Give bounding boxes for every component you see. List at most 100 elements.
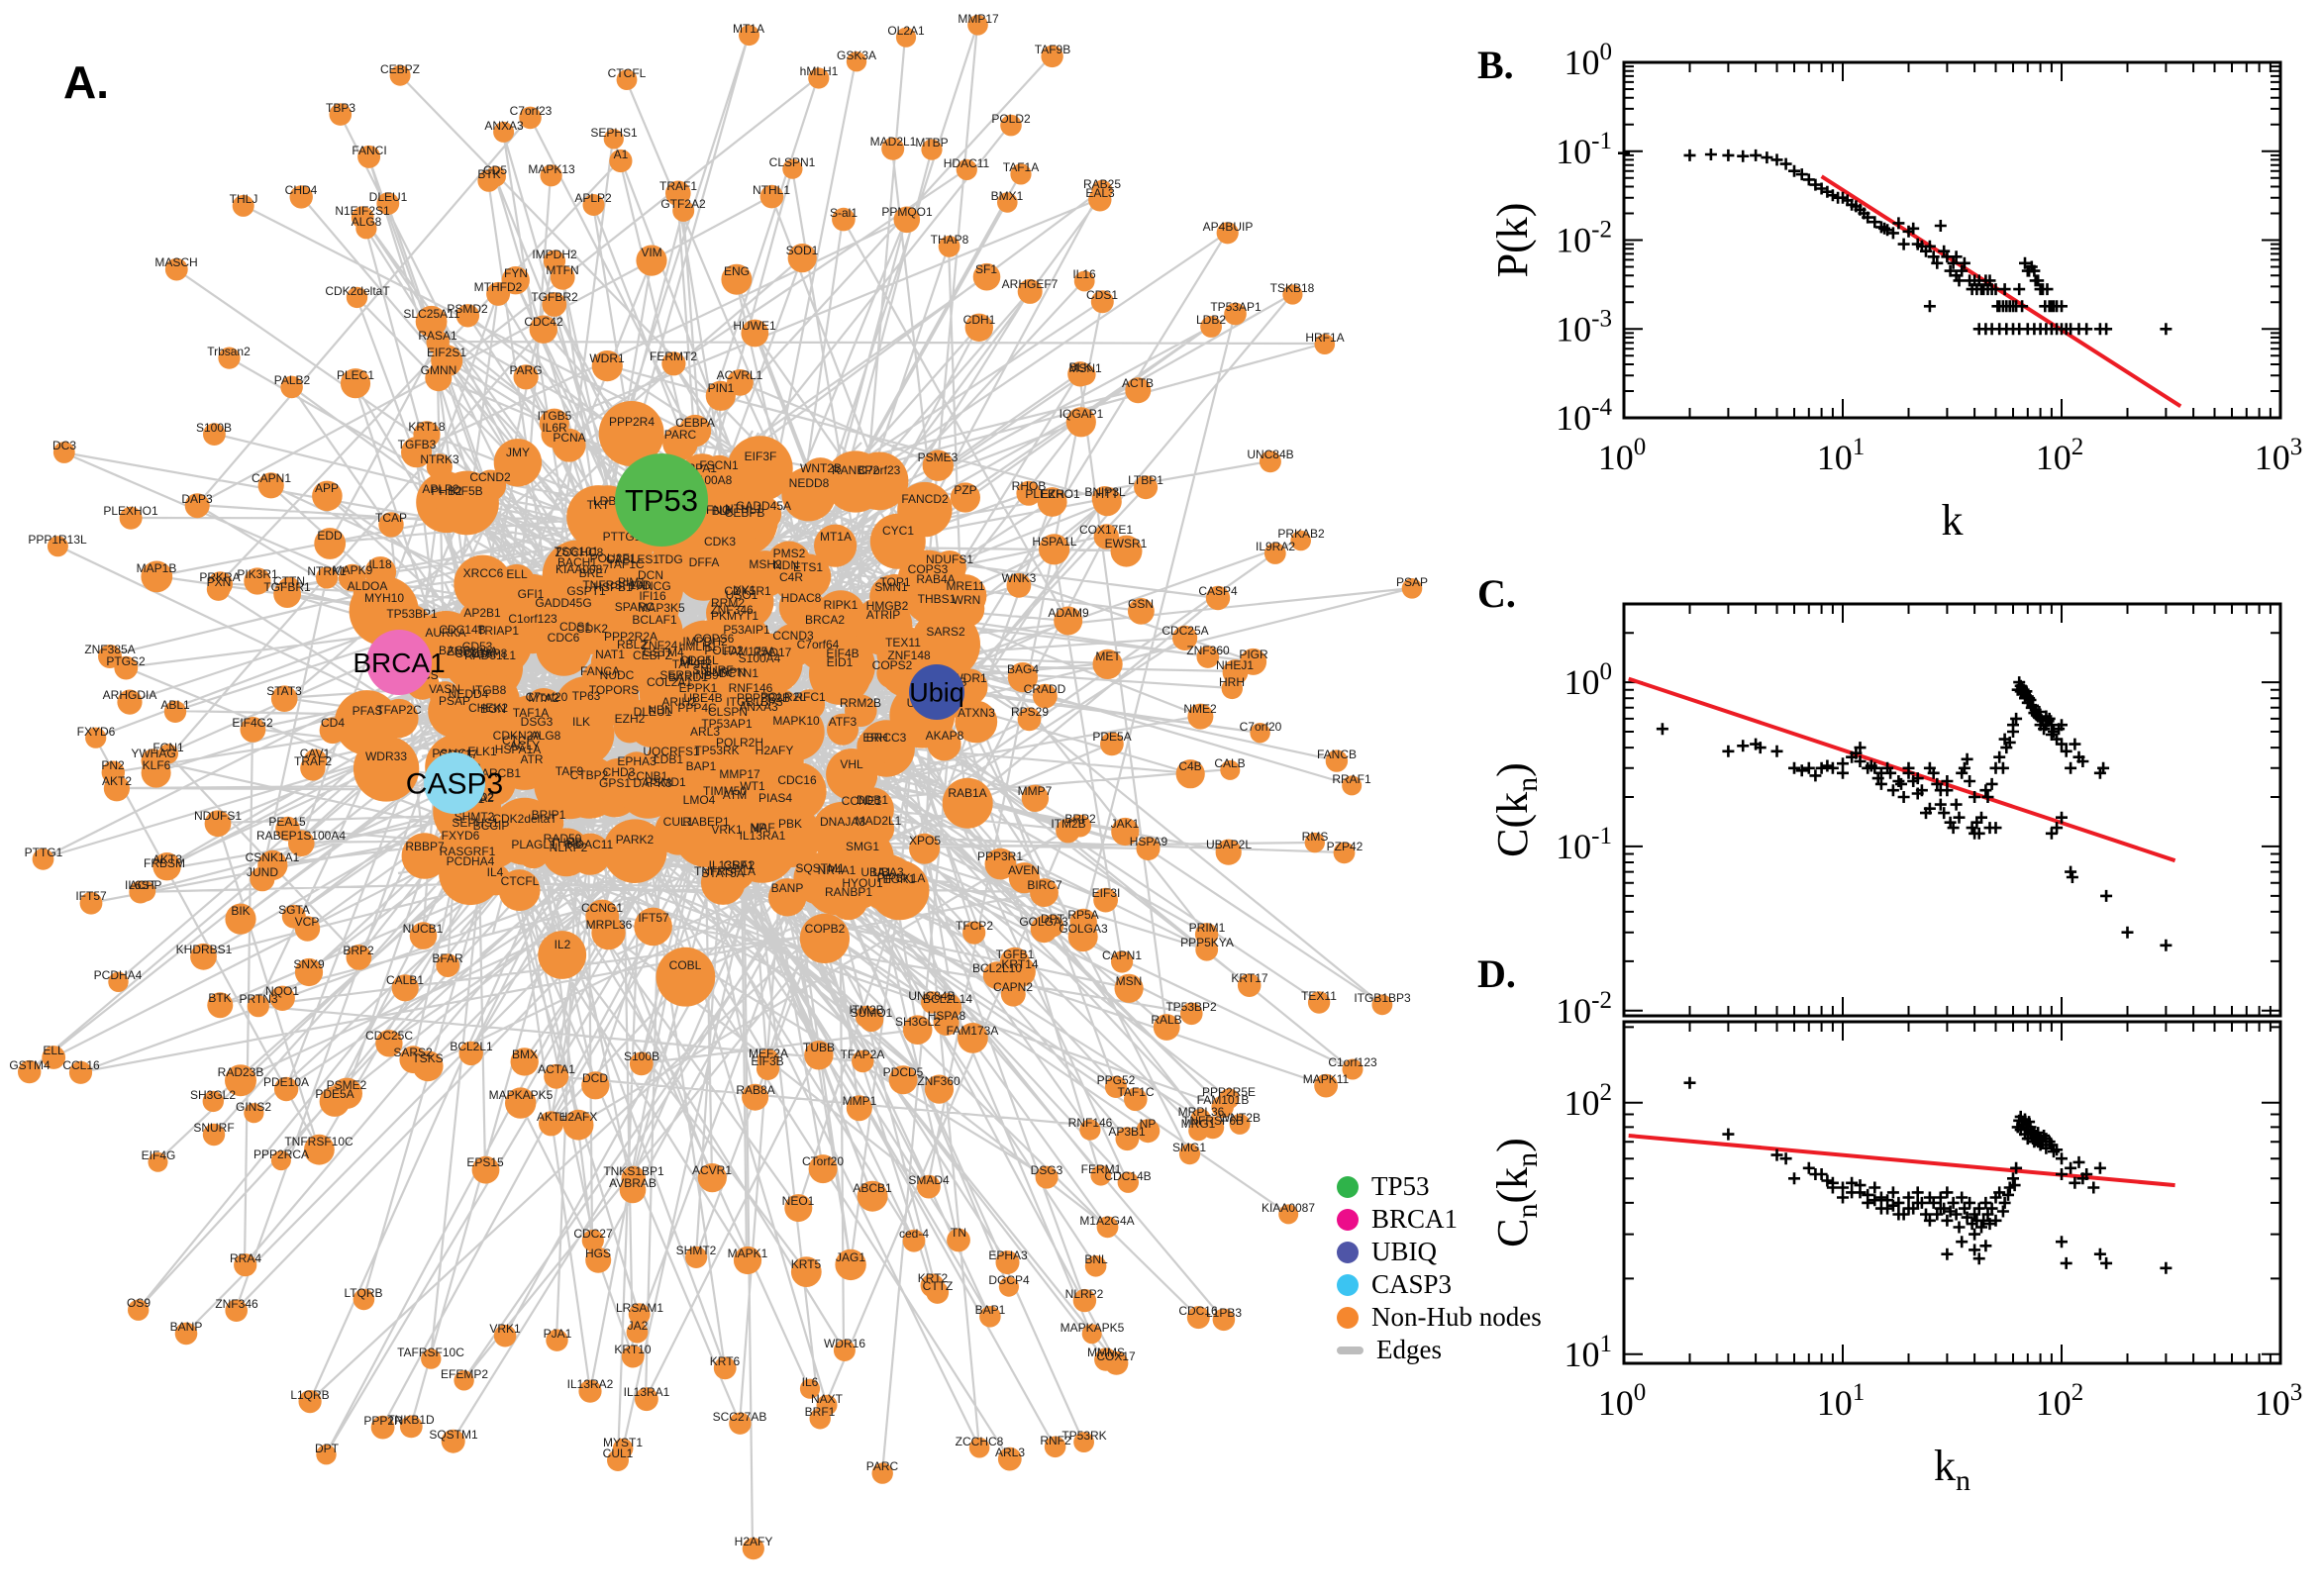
svg-text:CD5: CD5 — [483, 163, 507, 177]
svg-text:BAG4: BAG4 — [1007, 662, 1039, 676]
svg-text:SPARC: SPARC — [615, 600, 656, 614]
svg-text:EIF4G2: EIF4G2 — [232, 716, 273, 730]
svg-text:C4B: C4B — [1178, 759, 1201, 773]
svg-text:CCND2: CCND2 — [469, 470, 511, 484]
svg-text:TGFB3: TGFB3 — [398, 438, 437, 451]
svg-text:CEBPZ: CEBPZ — [633, 648, 672, 662]
svg-text:RPS29: RPS29 — [1011, 705, 1049, 719]
svg-text:CSF1: CSF1 — [724, 858, 755, 872]
legend-label: Non-Hub nodes — [1371, 1302, 1542, 1332]
svg-text:JMY: JMY — [506, 446, 530, 459]
svg-text:PIK3R1: PIK3R1 — [237, 567, 278, 581]
svg-text:HGS: HGS — [585, 1247, 611, 1260]
svg-text:AP2B1: AP2B1 — [463, 606, 501, 620]
edge-line-icon — [1337, 1346, 1364, 1354]
svg-text:IL6: IL6 — [802, 1375, 819, 1389]
svg-text:CASP4: CASP4 — [1198, 584, 1238, 598]
plot-frame — [1622, 60, 2282, 420]
svg-text:TCAP: TCAP — [375, 511, 407, 525]
svg-text:COPS2: COPS2 — [872, 658, 913, 672]
svg-text:NP: NP — [751, 821, 767, 835]
svg-text:BRP2: BRP2 — [343, 944, 374, 957]
svg-text:WT1: WT1 — [740, 779, 765, 793]
svg-text:RRA4: RRA4 — [230, 1251, 261, 1265]
svg-text:MAPKAPK5: MAPKAPK5 — [489, 1088, 554, 1102]
svg-text:BCLAF1: BCLAF1 — [632, 613, 677, 627]
legend-item: CASP3 — [1337, 1268, 1542, 1301]
svg-text:ANXA3: ANXA3 — [484, 119, 524, 133]
svg-text:PARG: PARG — [509, 363, 542, 377]
svg-text:PALB2: PALB2 — [274, 373, 311, 387]
svg-text:BFAR: BFAR — [432, 951, 463, 965]
svg-text:CABLES1: CABLES1 — [606, 552, 659, 566]
svg-text:PIGR: PIGR — [1239, 648, 1268, 661]
svg-text:CAPN2: CAPN2 — [993, 980, 1033, 994]
svg-text:L1PB3: L1PB3 — [1206, 1306, 1242, 1320]
svg-text:PDCD5: PDCD5 — [883, 1065, 924, 1079]
svg-text:ACTA1: ACTA1 — [538, 1062, 575, 1076]
svg-text:POLD2: POLD2 — [991, 112, 1031, 126]
svg-text:ATR: ATR — [520, 752, 543, 766]
fit-line — [1820, 174, 2182, 408]
svg-text:DDB1: DDB1 — [857, 793, 888, 807]
svg-text:HTT: HTT — [1095, 487, 1119, 501]
svg-text:AP4BUIP: AP4BUIP — [1203, 220, 1254, 234]
svg-text:CYC1: CYC1 — [882, 524, 914, 538]
svg-text:ADAM9: ADAM9 — [1048, 606, 1089, 620]
svg-text:JUND: JUND — [247, 865, 278, 879]
svg-text:TBP3: TBP3 — [326, 101, 355, 115]
svg-text:OS9: OS9 — [127, 1296, 151, 1310]
svg-text:100: 100 — [1565, 39, 1613, 82]
svg-text:BLK: BLK — [712, 504, 735, 518]
svg-text:CUL1: CUL1 — [663, 815, 694, 829]
svg-text:MYST1: MYST1 — [603, 1436, 643, 1449]
svg-text:NR4A1: NR4A1 — [818, 863, 857, 877]
svg-text:NEDD4: NEDD4 — [449, 687, 489, 701]
svg-text:BMX: BMX — [512, 1047, 538, 1061]
svg-text:101: 101 — [1817, 434, 1866, 477]
node-circle-icon — [1337, 1208, 1359, 1231]
svg-text:EAL3: EAL3 — [1085, 186, 1115, 200]
svg-text:ZNF360: ZNF360 — [1186, 644, 1230, 657]
svg-text:CTBP2: CTBP2 — [570, 768, 609, 782]
svg-text:PSAP: PSAP — [1396, 575, 1428, 589]
svg-text:MTHFD2: MTHFD2 — [474, 280, 523, 294]
svg-text:PRKAB2: PRKAB2 — [1277, 527, 1325, 541]
svg-text:NHEJ1: NHEJ1 — [1216, 658, 1254, 672]
svg-text:PN2: PN2 — [101, 758, 125, 772]
svg-text:BTK: BTK — [208, 991, 231, 1005]
svg-text:SCC27AB: SCC27AB — [713, 1410, 767, 1424]
svg-text:FERMT2: FERMT2 — [650, 349, 697, 363]
svg-text:RAD50: RAD50 — [544, 832, 582, 846]
svg-text:PSAP: PSAP — [439, 694, 470, 708]
svg-text:MAPK1: MAPK1 — [728, 1247, 768, 1260]
svg-text:FANCB: FANCB — [1317, 748, 1357, 761]
svg-text:DSG3: DSG3 — [1031, 1163, 1063, 1177]
svg-text:BIRC7: BIRC7 — [1027, 878, 1062, 892]
svg-text:MRPL36: MRPL36 — [1178, 1105, 1225, 1119]
svg-text:ARL3: ARL3 — [690, 725, 720, 739]
svg-text:MRE11: MRE11 — [946, 579, 984, 593]
svg-text:SLC25A11: SLC25A11 — [403, 307, 459, 321]
legend-label: Edges — [1376, 1335, 1442, 1364]
svg-text:ZNF24: ZNF24 — [642, 639, 678, 652]
svg-text:WNK3: WNK3 — [1002, 571, 1037, 585]
svg-text:GPS1: GPS1 — [599, 776, 631, 790]
svg-text:COPB2: COPB2 — [805, 922, 846, 936]
svg-text:PRTN3: PRTN3 — [239, 992, 277, 1006]
svg-text:COX17: COX17 — [1096, 1349, 1136, 1363]
svg-text:LTQRB: LTQRB — [344, 1286, 382, 1300]
svg-text:CCNE1: CCNE1 — [842, 794, 882, 808]
node-circle-icon — [1337, 1273, 1359, 1296]
svg-text:RAB1A: RAB1A — [948, 786, 986, 800]
svg-text:ITGB1BP3: ITGB1BP3 — [726, 695, 783, 709]
svg-text:MSN1: MSN1 — [1068, 361, 1102, 375]
svg-text:VASN: VASN — [429, 682, 460, 696]
svg-text:POLR2H: POLR2H — [716, 736, 763, 749]
svg-text:ALG8: ALG8 — [352, 215, 382, 229]
svg-text:WNT2B: WNT2B — [1219, 1111, 1261, 1125]
svg-text:ERH: ERH — [862, 731, 887, 745]
svg-text:IL6ST: IL6ST — [125, 878, 157, 892]
svg-text:PEA15: PEA15 — [268, 815, 306, 829]
svg-text:KRT10: KRT10 — [614, 1343, 651, 1356]
